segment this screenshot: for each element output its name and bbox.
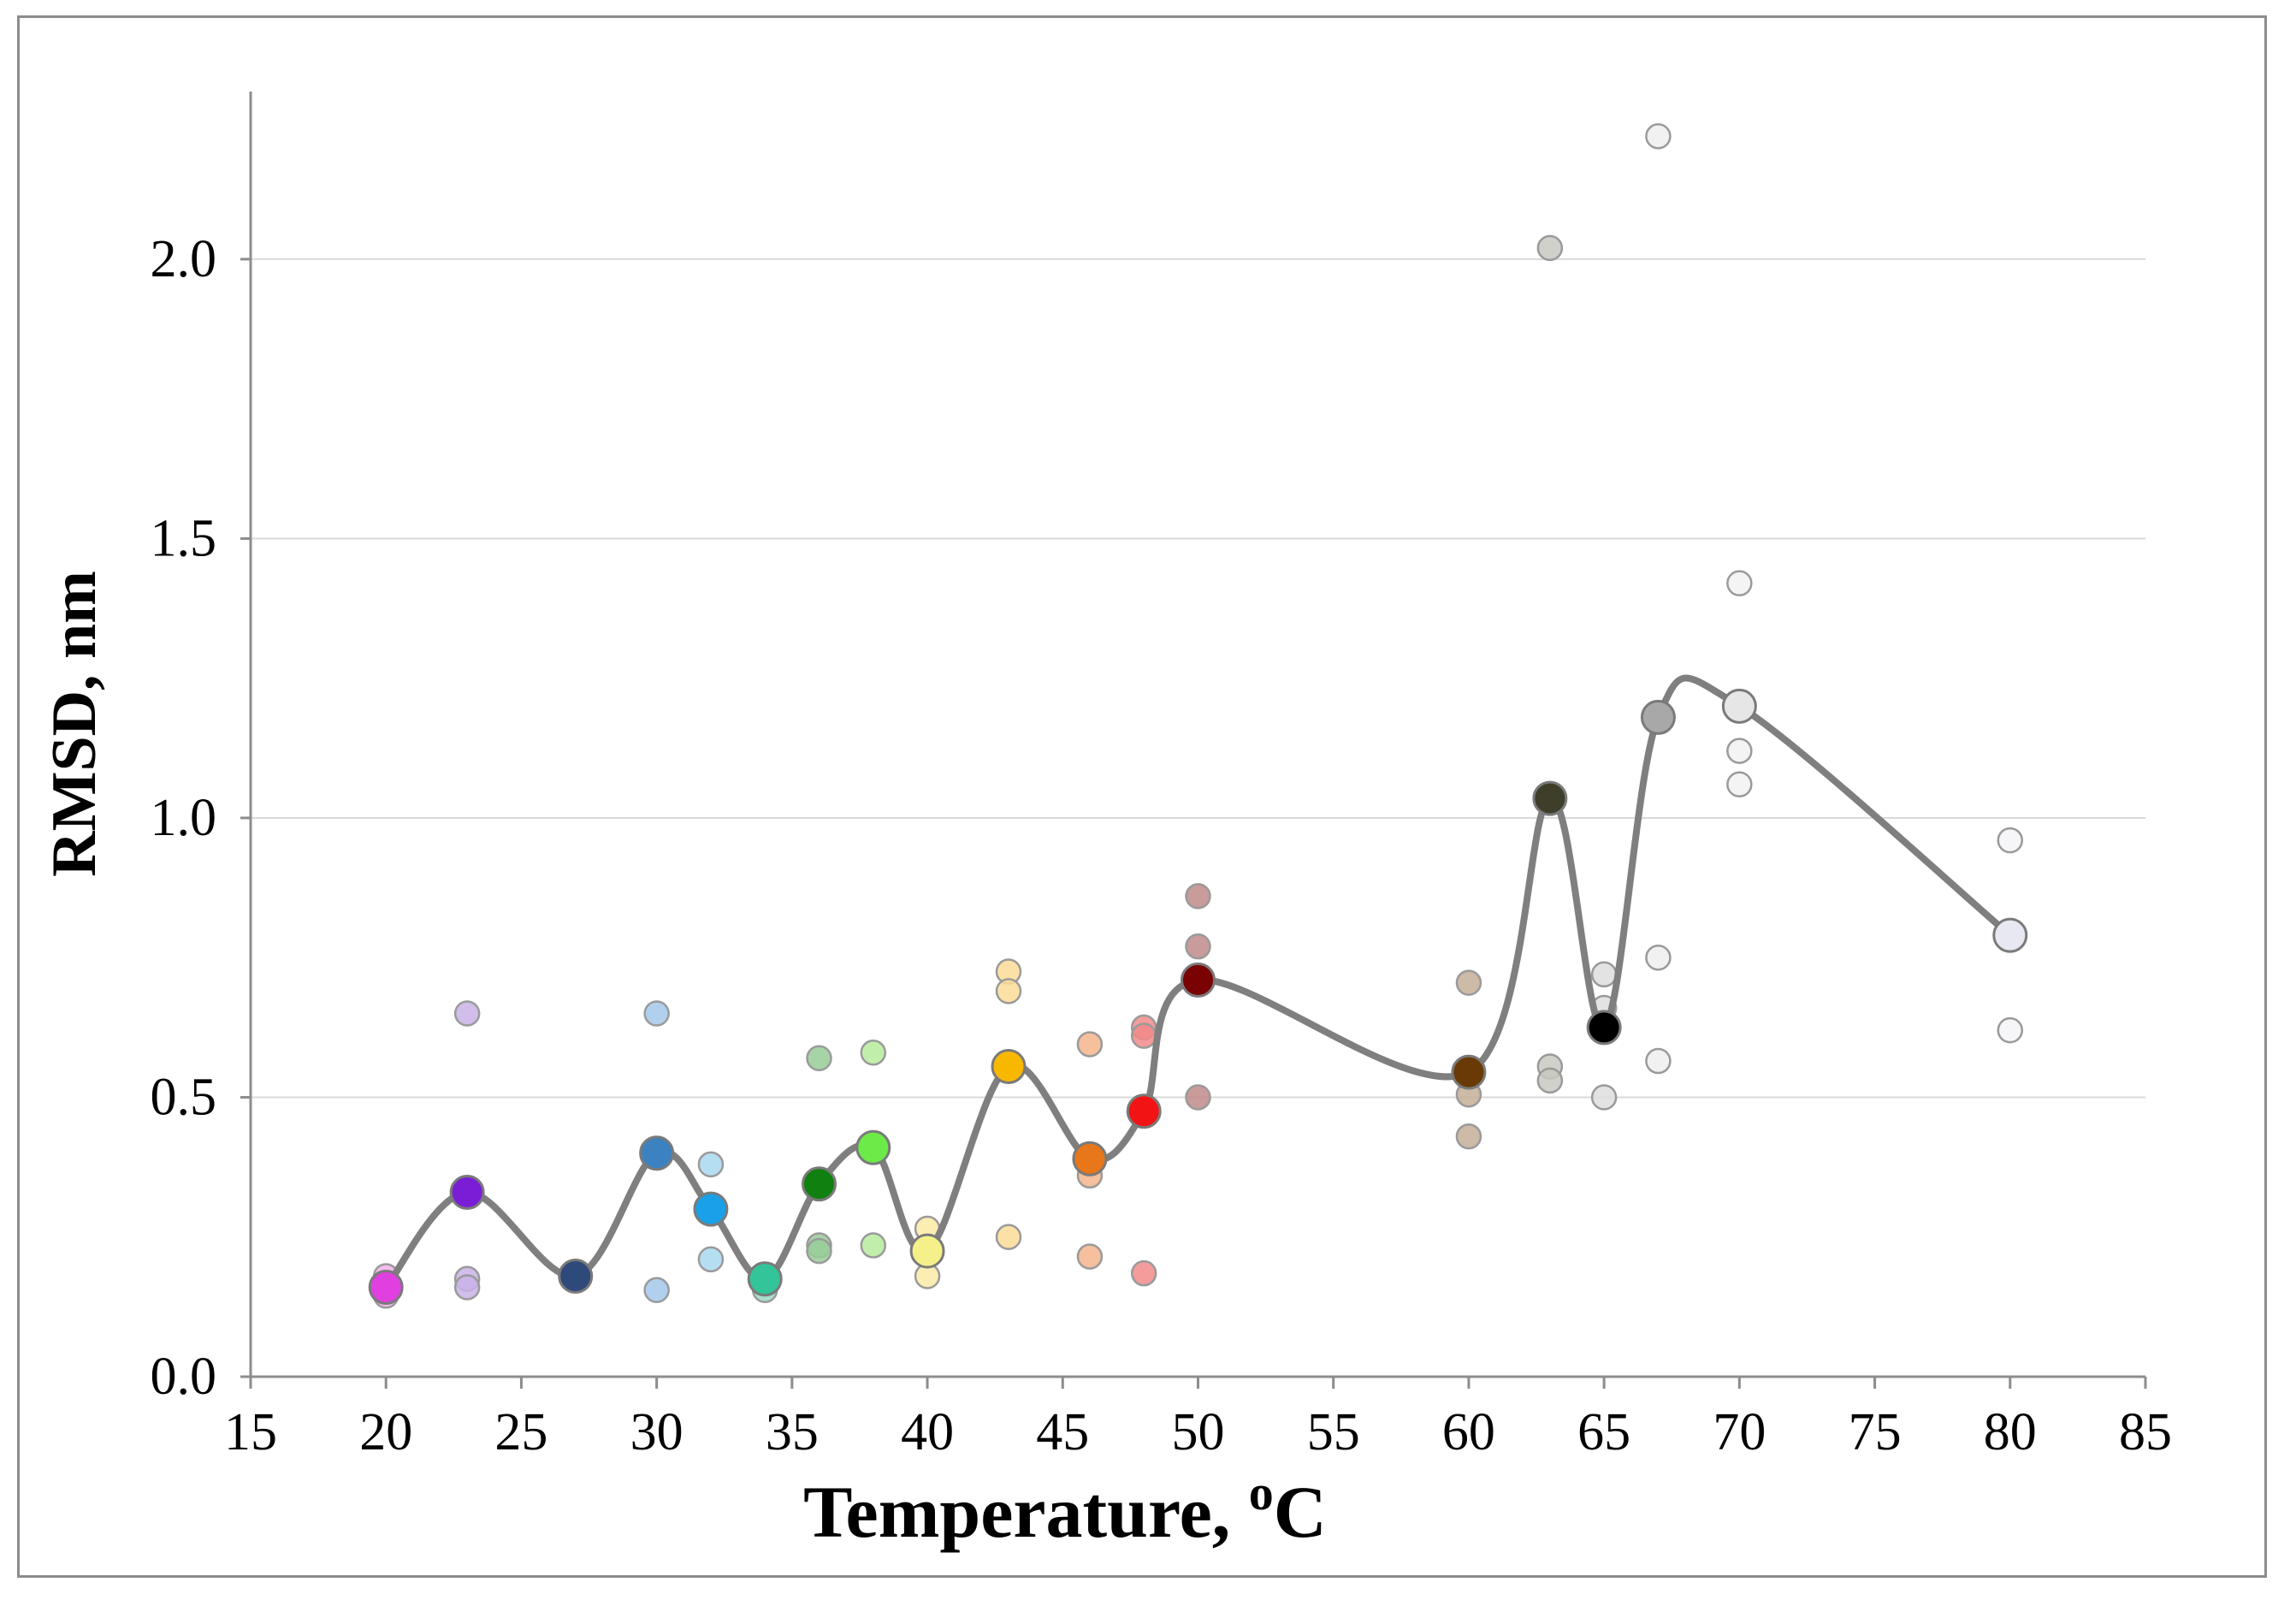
replicate-point	[453, 1000, 481, 1027]
mean-point	[1451, 1054, 1487, 1090]
mean-point	[1532, 780, 1568, 816]
x-tick-label: 65	[1577, 1403, 1630, 1461]
replicate-point	[1726, 771, 1753, 798]
replicate-point	[697, 1151, 725, 1178]
replicate-point	[643, 1277, 670, 1304]
x-axis-title: Temperature, oC	[803, 1465, 1327, 1553]
replicate-point	[1997, 1016, 2024, 1044]
replicate-point	[643, 1000, 670, 1027]
replicate-point	[1076, 1243, 1104, 1270]
replicate-point	[1130, 1259, 1157, 1287]
x-axis-title-superscript: o	[1249, 1465, 1274, 1520]
axes	[249, 92, 2145, 1378]
mean-point	[1126, 1093, 1162, 1129]
replicate-point	[1726, 570, 1753, 596]
y-tick-label: 0.0	[151, 1348, 217, 1406]
replicate-point	[1997, 827, 2024, 854]
y-tick-label: 2.0	[151, 230, 217, 288]
replicate-point	[860, 1232, 887, 1259]
replicate-point	[1536, 234, 1564, 262]
mean-point	[991, 1049, 1027, 1085]
replicate-point	[697, 1246, 725, 1273]
replicate-point	[1645, 122, 1672, 150]
y-axis-title: RMSD, nm	[39, 571, 109, 877]
replicate-point	[453, 1274, 481, 1301]
x-tick-label: 80	[1984, 1403, 2037, 1461]
mean-point	[802, 1166, 837, 1202]
replicate-point	[995, 1224, 1022, 1250]
replicate-point	[1185, 883, 1211, 910]
replicate-point	[1590, 1084, 1618, 1111]
y-tick-label: 1.5	[151, 509, 217, 567]
chart-frame: 15 20 25 30 35 40 45 50 55 60 65 70 75 80 85 0.0 0.5 1.0…	[17, 15, 2267, 1578]
x-tick-label: 85	[2119, 1403, 2172, 1461]
mean-point	[1072, 1141, 1108, 1176]
x-tick-label: 25	[494, 1403, 547, 1461]
mean-point	[693, 1191, 729, 1227]
y-tick-label: 1.0	[151, 789, 217, 847]
replicate-point	[1726, 738, 1753, 764]
x-axis-title-unit: C	[1274, 1471, 1327, 1553]
x-tick-label: 45	[1036, 1403, 1089, 1461]
replicate-point	[1455, 1123, 1482, 1150]
replicate-point	[860, 1039, 887, 1066]
x-tick-label: 35	[766, 1403, 819, 1461]
mean-point	[639, 1135, 675, 1171]
y-axis-ticks: 0.0 0.5 1.0 1.5 2.0	[151, 230, 251, 1406]
replicate-point	[1536, 1067, 1564, 1094]
x-tick-label: 60	[1442, 1403, 1495, 1461]
mean-point	[1992, 917, 2028, 953]
replicate-point	[1645, 944, 1672, 971]
mean-point	[368, 1270, 404, 1306]
replicate-point	[1185, 933, 1211, 960]
replicate-point	[806, 1237, 832, 1265]
x-tick-label: 75	[1849, 1403, 1902, 1461]
x-tick-label: 30	[630, 1403, 683, 1461]
replicate-point	[806, 1045, 832, 1072]
replicate-point	[1130, 1022, 1157, 1049]
rmsd-temperature-chart: 15 20 25 30 35 40 45 50 55 60 65 70 75 80 85 0.0 0.5 1.0…	[39, 92, 2172, 1553]
replicate-points	[372, 122, 2024, 1309]
x-tick-label: 55	[1307, 1403, 1360, 1461]
x-axis-title-text: Temperature,	[803, 1471, 1249, 1553]
mean-point	[747, 1261, 783, 1297]
x-axis-ticks: 15 20 25 30 35 40 45 50 55 60 65 70 75 80 85	[224, 1377, 2172, 1461]
mean-point	[1721, 688, 1757, 724]
replicate-point	[995, 978, 1022, 1004]
replicate-point	[1590, 961, 1618, 988]
mean-point	[909, 1233, 945, 1269]
mean-point	[1181, 962, 1216, 998]
x-tick-label: 40	[901, 1403, 954, 1461]
mean-points	[368, 688, 2028, 1306]
x-tick-label: 70	[1713, 1403, 1766, 1461]
replicate-point	[1455, 969, 1482, 996]
x-tick-label: 20	[359, 1403, 412, 1461]
mean-point	[558, 1258, 594, 1294]
mean-point	[1640, 699, 1676, 735]
y-tick-label: 0.5	[151, 1068, 217, 1126]
replicate-point	[1185, 1084, 1211, 1111]
mean-point	[1586, 1010, 1622, 1046]
x-tick-label: 50	[1172, 1403, 1225, 1461]
replicate-point	[1076, 1031, 1104, 1058]
mean-point	[449, 1174, 485, 1210]
replicate-point	[1645, 1047, 1672, 1075]
x-tick-label: 15	[224, 1403, 277, 1461]
mean-point	[855, 1129, 891, 1165]
